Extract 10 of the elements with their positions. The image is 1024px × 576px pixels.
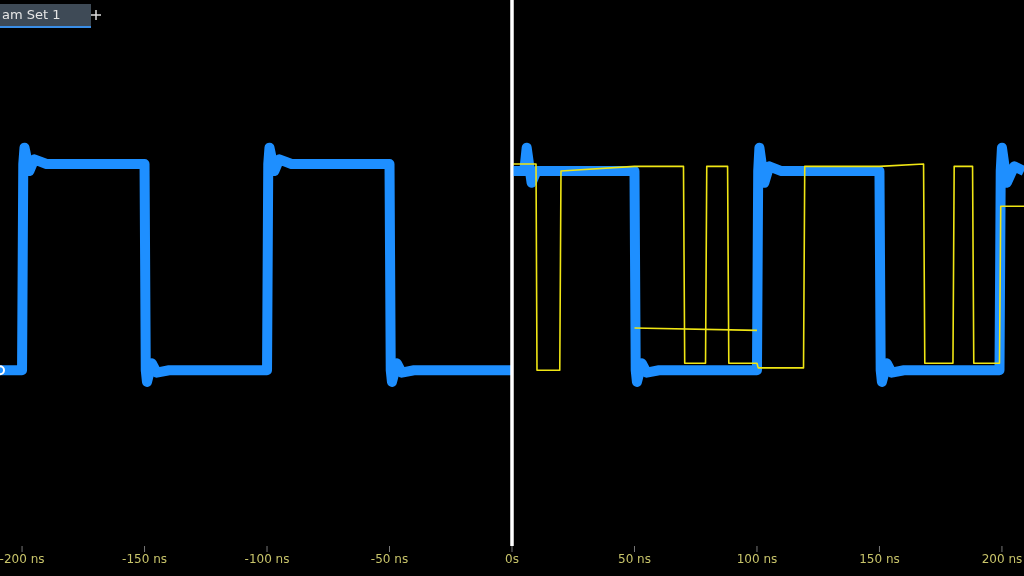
x-tick-label: 0s [505,551,519,566]
x-tick-label: 150 ns [859,551,900,566]
x-tick-label: 200 ns [981,551,1023,566]
x-tick-label: 100 ns [736,551,778,566]
x-tick-label: -50 ns [370,551,409,566]
x-tick-label: -200 ns [0,551,45,566]
x-tick-label: -150 ns [122,551,167,566]
text: am Set 1 [0,4,91,28]
x-tick-label: 50 ns [618,551,651,566]
x-tick-label: -100 ns [244,551,290,566]
